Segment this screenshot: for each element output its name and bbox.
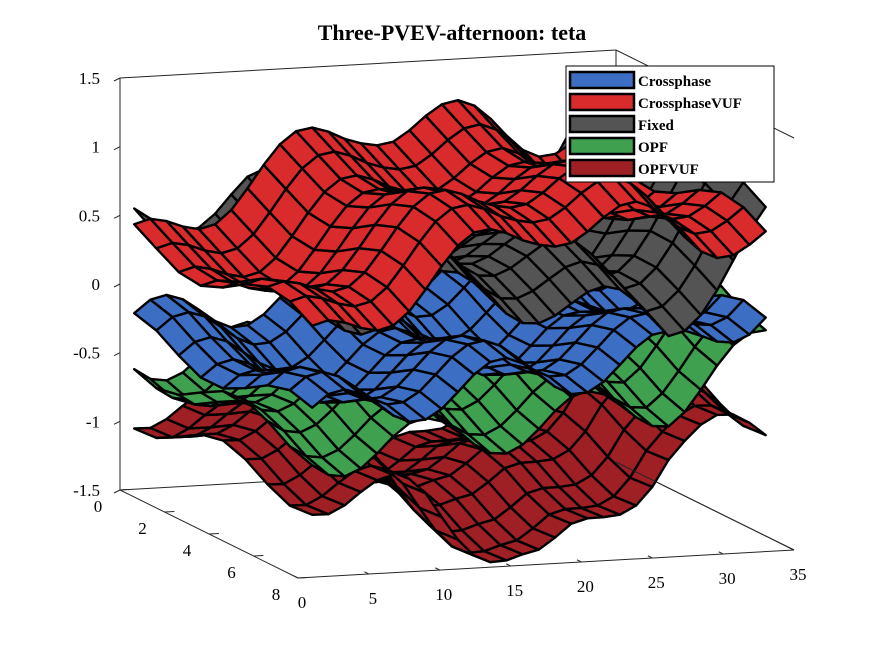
legend-label: OPF xyxy=(638,140,668,156)
x-tick-mark xyxy=(364,571,370,575)
x-tick-label: 25 xyxy=(648,573,665,592)
x-tick-mark xyxy=(647,555,653,559)
x-tick-mark xyxy=(576,559,582,563)
z-tick-mark xyxy=(113,489,121,494)
legend-swatch xyxy=(568,92,636,112)
x-tick-label: 15 xyxy=(506,581,523,600)
y-tick-label: 2 xyxy=(138,519,147,538)
z-tick-mark xyxy=(113,283,121,288)
x-tick-label: 10 xyxy=(435,585,452,604)
x-tick-mark xyxy=(505,563,511,567)
surface-cell xyxy=(726,412,767,437)
tick-labels: 0 5 10 15 20 25 30 35 0 2 4 6 8 1.5 1 0.5 0 -0.5 -1 -1.5 xyxy=(73,69,806,612)
y-tick-mark xyxy=(164,510,175,513)
z-tick-label: 0 xyxy=(92,275,101,294)
z-tick-mark xyxy=(113,352,121,357)
z-tick-mark xyxy=(113,146,121,151)
legend-swatch xyxy=(568,114,636,134)
x-tick-mark xyxy=(293,575,299,579)
y-tick-label: 8 xyxy=(272,585,281,604)
y-tick-mark xyxy=(119,488,130,491)
z-tick-label: 1 xyxy=(92,138,101,157)
legend-label: OPFVUF xyxy=(638,162,699,178)
y-tick-label: 0 xyxy=(94,497,103,516)
axis-right-edge xyxy=(615,461,795,551)
legend-label: Crossphase xyxy=(638,74,711,90)
x-tick-mark xyxy=(718,551,724,555)
x-tick-label: 5 xyxy=(369,589,378,608)
axis-back-top xyxy=(119,49,617,79)
legend-swatch xyxy=(568,136,636,156)
x-tick-mark xyxy=(789,547,795,551)
x-tick-label: 30 xyxy=(719,569,736,588)
x-tick-label: 20 xyxy=(577,577,594,596)
legend: Crossphase CrossphaseVUF Fixed OPF OPFVUF xyxy=(565,65,775,183)
x-tick-mark xyxy=(435,567,440,571)
z-tick-label: -1 xyxy=(86,412,100,431)
y-tick-label: 6 xyxy=(227,563,236,582)
axis-x-line xyxy=(297,549,795,579)
z-tick-label: -0.5 xyxy=(73,344,100,363)
legend-label: CrossphaseVUF xyxy=(638,96,742,112)
surface-cell xyxy=(726,298,767,336)
chart-title: Three-PVEV-afternoon: teta xyxy=(318,20,587,45)
z-tick-mark xyxy=(113,420,121,425)
x-tick-label: 35 xyxy=(790,565,807,584)
y-tick-mark xyxy=(208,532,219,535)
legend-swatch xyxy=(568,158,636,178)
z-tick-mark xyxy=(113,214,121,219)
y-tick-label: 4 xyxy=(183,541,192,560)
surface-cell xyxy=(726,205,767,247)
x-tick-label: 0 xyxy=(298,593,307,612)
z-tick-label: 1.5 xyxy=(79,69,100,88)
y-tick-mark xyxy=(297,576,308,579)
z-tick-label: 0.5 xyxy=(79,206,100,225)
z-tick-label: -1.5 xyxy=(73,481,100,500)
y-tick-mark xyxy=(253,554,264,557)
legend-swatch xyxy=(568,70,636,90)
z-tick-mark xyxy=(113,77,121,82)
legend-label: Fixed xyxy=(638,118,674,134)
surface-layers xyxy=(132,98,767,564)
